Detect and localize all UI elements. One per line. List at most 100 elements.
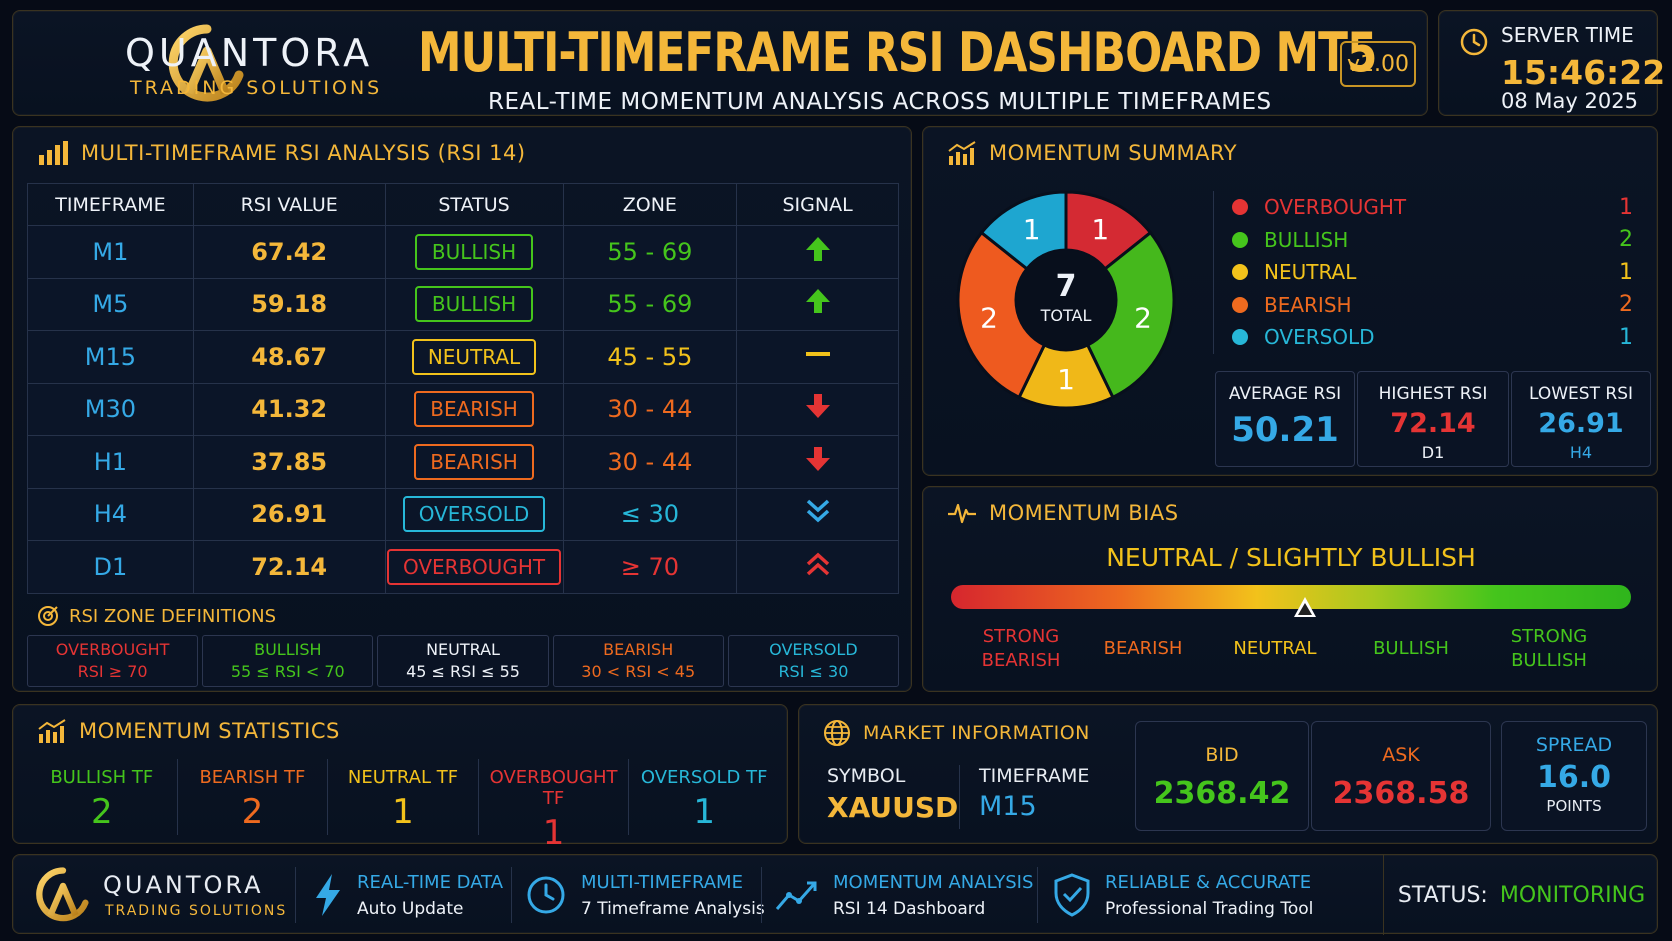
legend-item: OVERBOUGHT 1 — [1214, 191, 1633, 224]
zone-definitions-title-text: RSI ZONE DEFINITIONS — [69, 605, 277, 627]
clock-icon — [527, 876, 565, 914]
zone-cell: 30 - 44 — [562, 382, 738, 436]
rsi-panel-title-text: MULTI-TIMEFRAME RSI ANALYSIS (RSI 14) — [81, 141, 526, 165]
feature-subtitle: Auto Update — [357, 898, 464, 919]
status-cell: BEARISH — [384, 382, 564, 436]
ask-box: ASK 2368.58 — [1311, 721, 1491, 831]
legend-dot-icon — [1232, 296, 1248, 313]
zone-cell: 55 - 69 — [562, 225, 738, 279]
trend-line-icon — [775, 881, 817, 910]
bias-scale-label: BEARISH — [1103, 638, 1183, 659]
stats-panel-title: MOMENTUM STATISTICS — [37, 719, 340, 743]
server-time-label: SERVER TIME — [1501, 23, 1634, 47]
rsi-value-cell: 37.85 — [192, 435, 386, 489]
legend-name: NEUTRAL — [1264, 260, 1357, 285]
page-subtitle: REAL-TIME MOMENTUM ANALYSIS ACROSS MULTI… — [488, 89, 1272, 115]
bid-box: BID 2368.42 — [1135, 721, 1309, 831]
legend-dot-icon — [1232, 199, 1248, 216]
zone-cell: ≥ 70 — [562, 540, 738, 594]
pulse-icon — [948, 503, 976, 524]
status-value: MONITORING — [1499, 882, 1646, 908]
zone-definition-name: OVERSOLD — [769, 640, 858, 659]
server-time-value: 15:46:22 — [1501, 53, 1666, 92]
col-header-status: STATUS — [384, 183, 564, 226]
donut-total-label: TOTAL — [1040, 306, 1092, 325]
chart-trend-icon — [948, 141, 976, 165]
symbol-value: XAUUSD — [827, 791, 959, 824]
stat-value: 1 — [392, 792, 414, 832]
page-title: MULTI-TIMEFRAME RSI DASHBOARD MT5 — [418, 21, 1377, 84]
legend-name: OVERSOLD — [1264, 325, 1375, 350]
quantora-logo-icon — [168, 24, 244, 102]
donut-segment-label: 2 — [1134, 302, 1152, 335]
legend-value: 2 — [1619, 292, 1633, 318]
rsi-table-header-row: TIMEFRAME RSI VALUE STATUS ZONE SIGNAL — [27, 183, 899, 226]
col-header-signal: SIGNAL — [736, 183, 899, 226]
donut-total-value: 7 — [1056, 269, 1077, 304]
donut-segment-label: 1 — [1023, 213, 1041, 246]
status-cell: NEUTRAL — [384, 330, 564, 384]
rsi-value-cell: 41.32 — [192, 382, 386, 436]
stat-value: 1 — [693, 792, 715, 832]
version-badge: v1.00 — [1340, 41, 1416, 87]
zone-cell: 45 - 55 — [562, 330, 738, 384]
rsi-panel-title: MULTI-TIMEFRAME RSI ANALYSIS (RSI 14) — [37, 141, 526, 165]
zone-definition-rule: 55 ≤ RSI < 70 — [230, 662, 345, 681]
bias-scale-label: BULLISH — [1373, 638, 1449, 659]
zone-definition-name: NEUTRAL — [426, 640, 500, 659]
feature-subtitle: Professional Trading Tool — [1105, 898, 1314, 919]
footer-separator — [1037, 867, 1038, 923]
bias-result-text: NEUTRAL / SLIGHTLY BULLISH — [1106, 543, 1476, 572]
stat-item: NEUTRAL TF 1 — [328, 759, 479, 835]
lowest-rsi-value: 26.91 — [1538, 408, 1624, 439]
bias-scale-label: STRONG BULLISH — [1510, 626, 1588, 671]
legend-name: OVERBOUGHT — [1264, 195, 1407, 220]
zone-definition-rule: 45 ≤ RSI ≤ 55 — [406, 662, 520, 681]
stat-value: 1 — [542, 813, 565, 853]
server-date-value: 08 May 2025 — [1501, 89, 1638, 113]
rsi-value-cell: 48.67 — [192, 330, 386, 384]
timeframe-cell: M30 — [27, 382, 194, 436]
feature-subtitle: 7 Timeframe Analysis — [581, 898, 765, 919]
summary-panel-title-text: MOMENTUM SUMMARY — [989, 141, 1238, 165]
market-divider — [959, 765, 960, 829]
status-badge: BEARISH — [414, 443, 534, 480]
shield-check-icon — [1054, 873, 1090, 917]
rsi-analysis-panel: MULTI-TIMEFRAME RSI ANALYSIS (RSI 14) TI… — [12, 126, 912, 692]
brand-name: QUANTORA — [125, 31, 374, 75]
zone-definition-item: BEARISH 30 < RSI < 45 — [552, 635, 724, 687]
zone-definition-item: NEUTRAL 45 ≤ RSI ≤ 55 — [377, 635, 549, 687]
bias-gradient-bar — [951, 585, 1631, 609]
highest-rsi-timeframe: D1 — [1421, 443, 1445, 462]
rsi-value-cell: 72.14 — [192, 540, 386, 594]
zone-definition-item: OVERBOUGHT RSI ≥ 70 — [27, 635, 199, 687]
status-cell: BEARISH — [384, 435, 564, 489]
timeframe-cell: D1 — [27, 540, 194, 594]
spread-box: SPREAD 16.0 POINTS — [1501, 721, 1647, 831]
feature-title: REAL-TIME DATA — [357, 871, 504, 893]
signal-cell — [736, 540, 899, 594]
average-rsi-value: 50.21 — [1231, 410, 1339, 450]
rsi-value-cell: 67.42 — [192, 225, 386, 279]
legend-item: NEUTRAL 1 — [1214, 256, 1633, 289]
zone-definition-rule: RSI ≥ 70 — [77, 662, 148, 681]
status-badge: OVERSOLD — [402, 496, 546, 533]
legend-value: 2 — [1619, 227, 1633, 253]
bar-chart-icon — [39, 141, 68, 165]
status-label: STATUS: — [1397, 882, 1488, 908]
col-header-rsi-value: RSI VALUE — [192, 183, 386, 226]
zone-definition-rule: RSI ≤ 30 — [778, 662, 849, 681]
stat-value: 2 — [241, 792, 264, 832]
timeframe-value: M15 — [979, 791, 1037, 822]
timeframe-cell: H4 — [27, 487, 194, 541]
table-row: M1 67.42 BULLISH 55 - 69 — [27, 225, 899, 279]
timeframe-cell: H1 — [27, 435, 194, 489]
footer-brand-subtitle: TRADING SOLUTIONS — [105, 903, 288, 919]
up-arrow-icon — [804, 289, 832, 321]
average-rsi-label: AVERAGE RSI — [1228, 384, 1342, 404]
stat-value: 2 — [90, 792, 113, 832]
bias-scale-label: STRONG BEARISH — [981, 626, 1061, 671]
signal-cell — [736, 487, 899, 541]
dash-icon — [804, 346, 832, 374]
brand-subtitle: TRADING SOLUTIONS — [130, 77, 383, 99]
